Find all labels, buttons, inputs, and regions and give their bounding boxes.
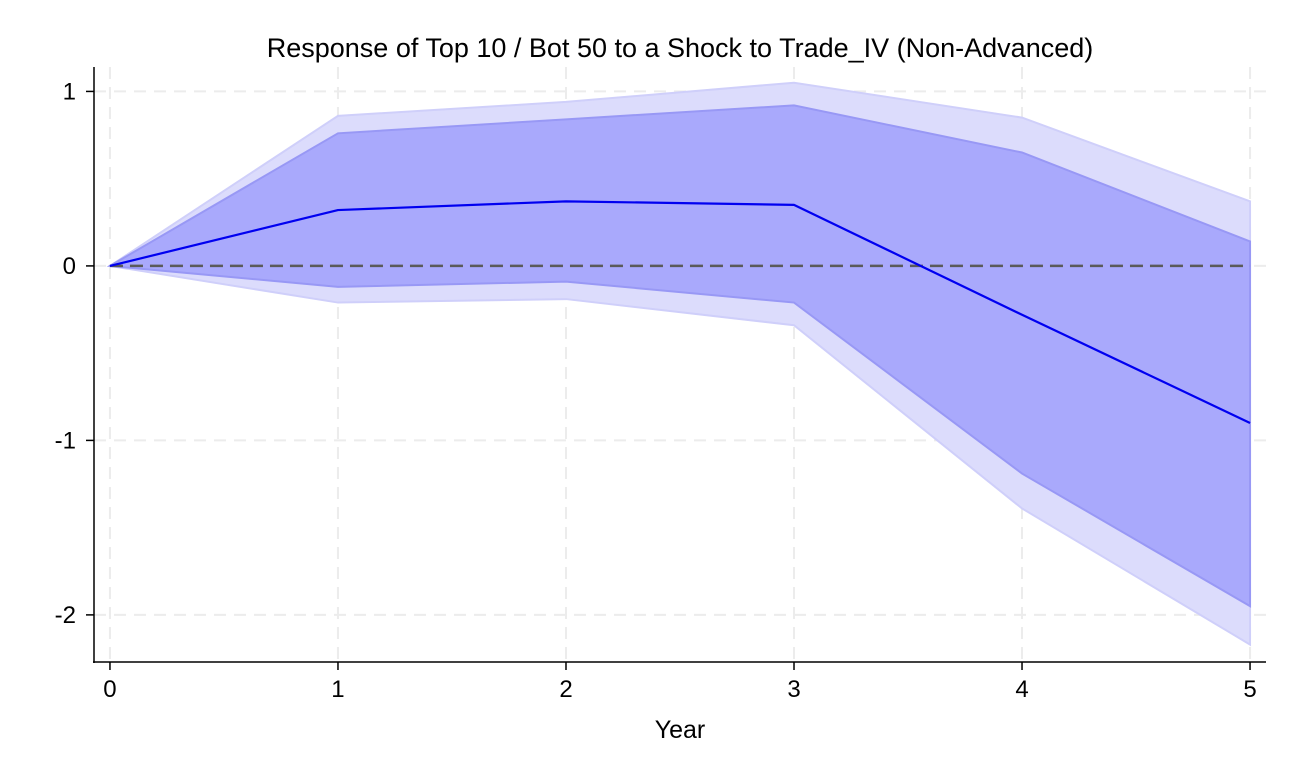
y-tick-label: -2 [55, 602, 76, 629]
tick-labels: 0 1 2 3 4 5 1 0 -1 -2 [55, 78, 1257, 703]
x-tick-label: 5 [1243, 676, 1256, 703]
x-tick-label: 2 [559, 676, 572, 703]
y-tick-label: 1 [63, 78, 76, 105]
impulse-response-line [109, 200, 1251, 424]
y-tick-label: -1 [55, 427, 76, 454]
x-tick-label: 0 [103, 676, 116, 703]
response-line-group [109, 200, 1251, 424]
x-tick-label: 1 [331, 676, 344, 703]
inner-confidence-band [106, 104, 1252, 608]
confidence-bands [106, 81, 1252, 647]
y-tick-label: 0 [63, 253, 76, 280]
x-tick-label: 3 [787, 676, 800, 703]
axes [86, 67, 1266, 670]
x-axis-title: Year [655, 716, 706, 744]
chart-title: Response of Top 10 / Bot 50 to a Shock t… [267, 33, 1094, 63]
x-tick-label: 4 [1015, 676, 1028, 703]
